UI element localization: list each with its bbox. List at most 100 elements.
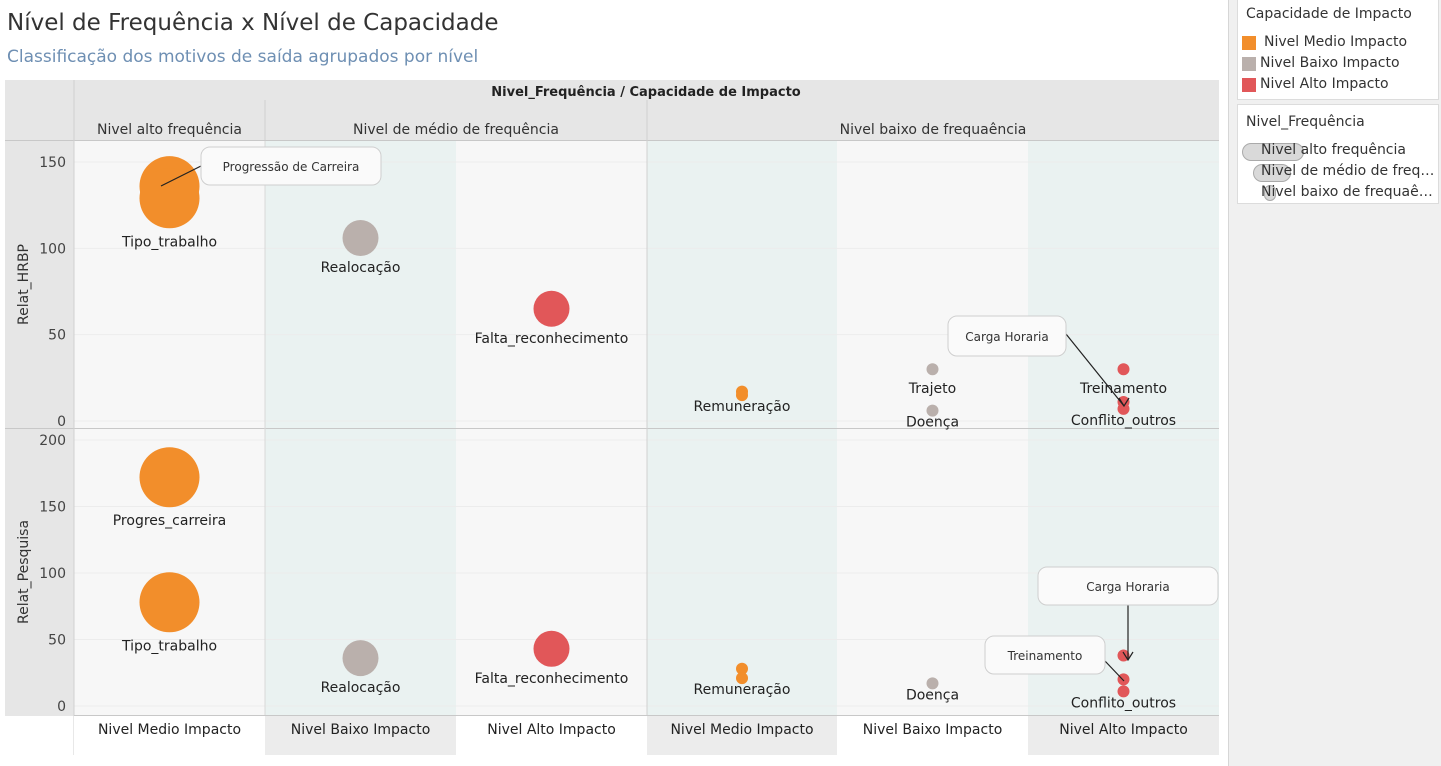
y-tick-label: 150 [39, 155, 66, 171]
panel-cell [456, 429, 647, 715]
data-point [1117, 402, 1130, 415]
legend-swatch-baixo [1242, 57, 1256, 71]
panel-cell [1028, 141, 1219, 428]
x-header-cell [74, 716, 265, 755]
point-label: Treinamento [1079, 381, 1167, 397]
row-axis-background [5, 80, 74, 716]
legend-label: Nivel baixo de frequaên.. [1261, 184, 1436, 200]
color-legend-item[interactable]: Nivel Medio Impacto [1238, 33, 1438, 53]
panel-cell [837, 141, 1028, 428]
y-tick-label: 0 [57, 699, 66, 715]
y-tick-label: 100 [39, 566, 66, 582]
legend-label: Nivel Alto Impacto [1260, 76, 1389, 92]
size-legend[interactable]: Nivel_Frequência Nivel alto frequência N… [1237, 104, 1439, 204]
x-category-label: Nivel Alto Impacto [487, 722, 616, 738]
point-label: Remuneração [694, 399, 791, 415]
data-point [533, 290, 570, 327]
y-tick-label: 150 [39, 500, 66, 516]
annotation-pointer [160, 165, 202, 187]
group-header: Nivel alto frequência [97, 122, 242, 138]
point-label: Falta_reconhecimento [475, 331, 629, 347]
data-point [342, 640, 379, 677]
x-header-cell [647, 716, 837, 755]
size-legend-item[interactable]: Nivel baixo de frequaên.. [1238, 183, 1438, 203]
annotation-text: Carga Horaria [1086, 580, 1170, 594]
point-label: Tipo_trabalho [121, 234, 217, 250]
legend-label: Nivel Medio Impacto [1264, 34, 1408, 50]
annotation-box [984, 635, 1106, 675]
size-legend-item[interactable]: Nivel alto frequência [1238, 141, 1438, 161]
data-point [139, 447, 200, 508]
x-header-cell [837, 716, 1028, 755]
panel-cell [265, 141, 456, 428]
data-point [736, 662, 748, 675]
y-tick-label: 50 [48, 633, 66, 649]
data-point [1117, 673, 1130, 686]
data-point [926, 404, 939, 417]
color-legend-item[interactable]: Nivel Alto Impacto [1238, 75, 1438, 95]
y-tick-label: 0 [57, 414, 66, 430]
panel-cell [647, 141, 837, 428]
annotation-text: Treinamento [1007, 649, 1083, 663]
annotation-box [947, 315, 1067, 357]
scatter-chart: Nivel_Frequência / Capacidade de Impacto… [5, 80, 1219, 755]
point-label: Doença [906, 415, 959, 431]
point-label: Tipo_trabalho [121, 638, 217, 654]
legend-label: Nivel alto frequência [1261, 142, 1406, 158]
annotation-box [200, 146, 382, 186]
y-tick-label: 200 [39, 433, 66, 449]
annotation-text: Progressão de Carreira [223, 160, 360, 174]
size-mark-small [1264, 185, 1276, 201]
data-point [139, 168, 200, 229]
point-label: Conflito_outros [1071, 695, 1176, 711]
point-label: Remuneração [694, 682, 791, 698]
x-category-label: Nivel Baixo Impacto [863, 722, 1003, 738]
data-point [926, 363, 939, 376]
point-label: Conflito_outros [1071, 413, 1176, 429]
legend-swatch-medio [1242, 36, 1256, 50]
point-label: Realocação [321, 260, 401, 276]
data-point [1117, 363, 1130, 376]
annotation-text: Carga Horaria [965, 330, 1049, 344]
x-header-cell [265, 716, 456, 755]
row-axis-label: Relat_HRBP [16, 244, 32, 325]
y-tick-label: 100 [39, 241, 66, 257]
annotation-arrowhead [1122, 651, 1134, 662]
color-legend-title: Capacidade de Impacto [1246, 6, 1412, 22]
data-point [1117, 685, 1130, 698]
panel-cell [456, 141, 647, 428]
y-tick-label: 50 [48, 328, 66, 344]
data-point [533, 630, 570, 667]
x-category-label: Nivel Medio Impacto [670, 722, 813, 738]
data-point [342, 219, 379, 256]
point-label: Falta_reconhecimento [475, 671, 629, 687]
color-legend-item[interactable]: Nivel Baixo Impacto [1238, 54, 1438, 74]
size-legend-title: Nivel_Frequência [1246, 114, 1365, 130]
annotation-box [1037, 566, 1219, 606]
annotation-pointer [1104, 660, 1125, 682]
legend-swatch-alto [1242, 78, 1256, 92]
legend-pane: Capacidade de Impacto Nivel Medio Impact… [1228, 0, 1441, 766]
data-point [736, 389, 748, 402]
point-label: Realocação [321, 680, 401, 696]
legend-label: Nivel Baixo Impacto [1260, 55, 1400, 71]
row-axis-label: Relat_Pesquisa [16, 520, 32, 624]
color-legend[interactable]: Capacidade de Impacto Nivel Medio Impact… [1237, 0, 1439, 100]
data-point [926, 677, 939, 690]
x-header-cell [456, 716, 647, 755]
chart-subtitle: Classificação dos motivos de saída agrup… [7, 47, 479, 67]
annotation-pointer [1065, 333, 1125, 407]
data-point [736, 672, 748, 685]
size-legend-item[interactable]: Nivel de médio de frequ.. [1238, 162, 1438, 182]
column-header-title: Nivel_Frequência / Capacidade de Impacto [491, 85, 801, 100]
data-point [139, 572, 200, 633]
x-category-label: Nivel Baixo Impacto [291, 722, 431, 738]
x-category-label: Nivel Alto Impacto [1059, 722, 1188, 738]
legend-label: Nivel de médio de frequ.. [1261, 163, 1436, 179]
group-header: Nivel de médio de frequência [353, 122, 559, 138]
chart-title: Nível de Frequência x Nível de Capacidad… [7, 10, 499, 36]
point-label: Doença [906, 687, 959, 703]
header-background [5, 80, 1219, 140]
group-header: Nivel baixo de frequaência [840, 122, 1027, 138]
x-header-cell [1028, 716, 1219, 755]
